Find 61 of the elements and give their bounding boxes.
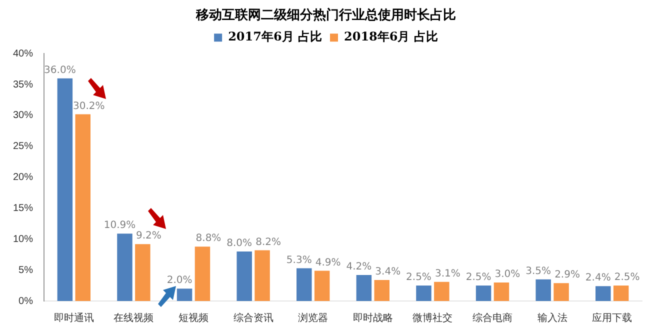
data-label: 2.0% xyxy=(166,275,192,286)
x-tick-label: 综合电商 xyxy=(472,312,513,324)
legend-label: 2017年6月 占比 xyxy=(228,30,322,44)
x-tick-label: 应用下载 xyxy=(592,312,632,324)
bar xyxy=(236,252,252,301)
x-tick-label: 输入法 xyxy=(537,312,568,324)
bar xyxy=(554,283,569,301)
data-label: 2.5% xyxy=(466,272,492,284)
data-label: 3.1% xyxy=(434,268,460,280)
bar xyxy=(416,286,432,301)
bar xyxy=(434,282,450,301)
data-label: 3.5% xyxy=(526,266,552,277)
y-tick-label: 35% xyxy=(13,79,34,90)
bar xyxy=(75,114,91,301)
data-label: 10.9% xyxy=(104,220,136,232)
x-tick-label: 综合资讯 xyxy=(233,312,274,324)
y-tick-label: 10% xyxy=(13,234,34,245)
bar xyxy=(356,275,372,301)
data-label: 2.5% xyxy=(614,272,640,284)
y-tick-label: 25% xyxy=(13,141,34,152)
x-tick-label: 即时战略 xyxy=(352,312,393,324)
y-tick-label: 5% xyxy=(18,264,34,276)
x-tick-label: 浏览器 xyxy=(298,312,328,324)
data-label: 30.2% xyxy=(72,100,105,112)
bar xyxy=(613,286,629,301)
data-label: 8.0% xyxy=(226,238,252,250)
data-label: 8.8% xyxy=(196,233,222,244)
data-label: 9.2% xyxy=(136,230,162,242)
data-label: 3.4% xyxy=(375,266,401,278)
bar xyxy=(254,250,270,301)
data-label: 5.3% xyxy=(286,254,312,266)
data-label: 2.4% xyxy=(585,272,611,284)
y-tick-label: 40% xyxy=(13,48,34,60)
bar xyxy=(314,270,330,301)
data-label: 2.5% xyxy=(406,272,432,284)
bar xyxy=(494,282,510,301)
bar xyxy=(117,234,132,301)
x-tick-label: 在线视频 xyxy=(114,312,154,324)
data-label: 8.2% xyxy=(256,236,281,248)
x-tick-label: 短视频 xyxy=(178,312,209,324)
data-label: 36.0% xyxy=(44,64,76,76)
x-tick-label: 微博社交 xyxy=(412,312,453,324)
bar xyxy=(194,246,210,301)
bar xyxy=(374,280,390,301)
bar xyxy=(296,268,312,301)
x-tick-label: 即时通讯 xyxy=(54,312,94,324)
legend-label: 2018年6月 占比 xyxy=(344,30,438,44)
y-tick-label: 30% xyxy=(13,110,34,122)
y-tick-label: 0% xyxy=(18,296,34,307)
bar xyxy=(596,286,611,301)
bar xyxy=(57,78,73,301)
data-label: 2.9% xyxy=(554,270,580,281)
bar xyxy=(135,244,150,301)
data-label: 4.9% xyxy=(315,257,341,268)
bar xyxy=(536,279,551,301)
y-tick-label: 15% xyxy=(13,202,34,214)
bar xyxy=(476,286,492,301)
chart-title: 移动互联网二级细分热门行业总使用时长占比 xyxy=(195,7,456,24)
data-label: 3.0% xyxy=(494,269,520,280)
data-label: 4.2% xyxy=(346,262,372,273)
y-tick-label: 20% xyxy=(13,172,34,184)
